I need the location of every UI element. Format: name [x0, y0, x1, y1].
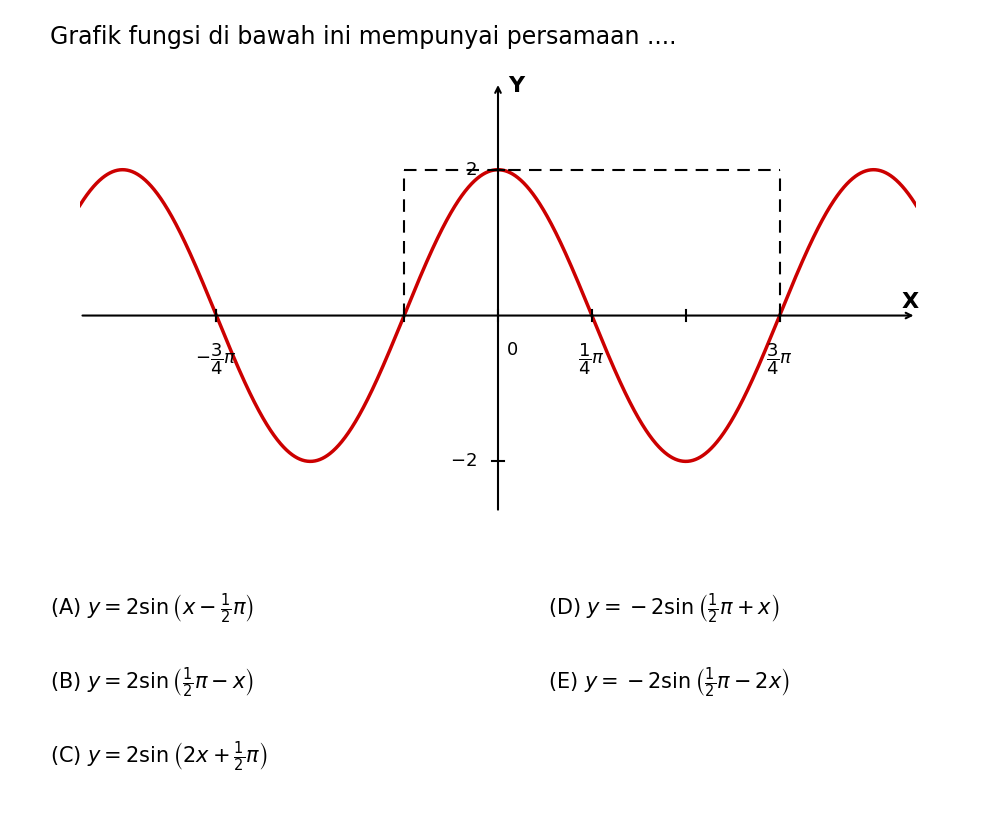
Text: $0$: $0$ — [506, 341, 518, 359]
Text: (A) $y = 2\sin\left(x - \frac{1}{2}\pi\right)$: (A) $y = 2\sin\left(x - \frac{1}{2}\pi\r… — [50, 592, 254, 626]
Text: Y: Y — [508, 76, 524, 96]
Text: (D) $y = -2\sin\left(\frac{1}{2}\pi + x\right)$: (D) $y = -2\sin\left(\frac{1}{2}\pi + x\… — [548, 592, 779, 626]
Text: $-2$: $-2$ — [449, 452, 476, 470]
Text: (C) $y = 2\sin\left(2x + \frac{1}{2}\pi\right)$: (C) $y = 2\sin\left(2x + \frac{1}{2}\pi\… — [50, 740, 267, 774]
Text: $2$: $2$ — [465, 161, 476, 178]
Text: (B) $y = 2\sin\left(\frac{1}{2}\pi - x\right)$: (B) $y = 2\sin\left(\frac{1}{2}\pi - x\r… — [50, 666, 254, 700]
Text: (E) $y = -2\sin\left(\frac{1}{2}\pi - 2x\right)$: (E) $y = -2\sin\left(\frac{1}{2}\pi - 2x… — [548, 666, 790, 700]
Text: $-\dfrac{3}{4}\pi$: $-\dfrac{3}{4}\pi$ — [195, 341, 237, 376]
Text: $\dfrac{1}{4}\pi$: $\dfrac{1}{4}\pi$ — [579, 341, 606, 376]
Text: Grafik fungsi di bawah ini mempunyai persamaan ....: Grafik fungsi di bawah ini mempunyai per… — [50, 25, 676, 48]
Text: X: X — [901, 293, 919, 312]
Text: $\dfrac{3}{4}\pi$: $\dfrac{3}{4}\pi$ — [766, 341, 793, 376]
